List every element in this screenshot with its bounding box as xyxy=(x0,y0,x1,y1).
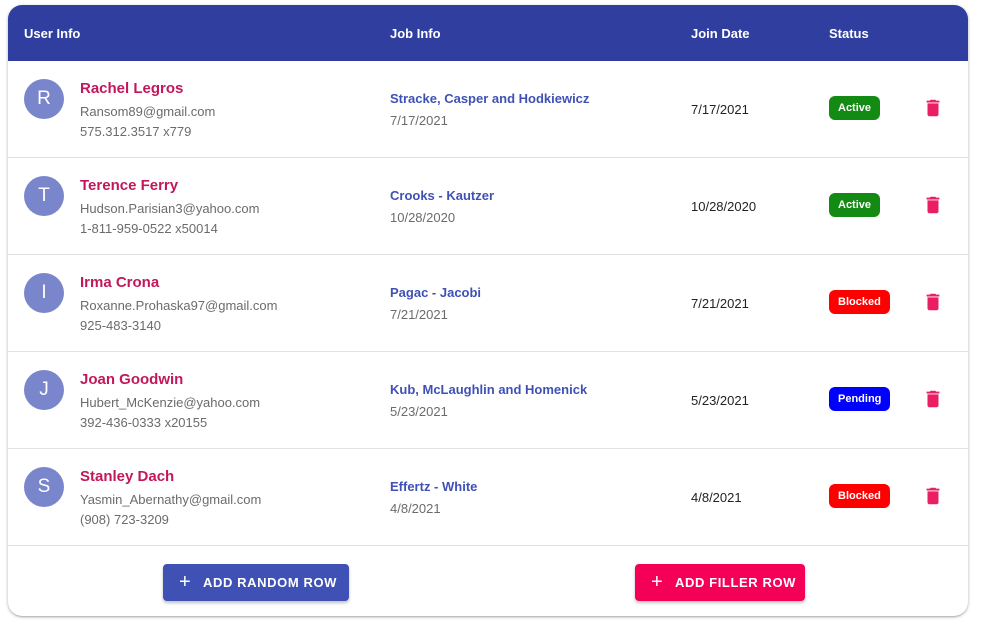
plus-icon: + xyxy=(179,571,192,593)
header-user-info: User Info xyxy=(24,26,81,41)
job-company: Effertz - White xyxy=(390,479,478,494)
status-badge: Blocked xyxy=(829,290,890,314)
user-name: Stanley Dach xyxy=(80,468,175,485)
avatar: I xyxy=(24,273,64,313)
join-date: 4/8/2021 xyxy=(691,490,742,505)
header-job-info: Job Info xyxy=(390,26,441,41)
add-filler-row-label: ADD FILLER ROW xyxy=(675,575,797,590)
user-phone: 925-483-3140 xyxy=(80,318,161,333)
status-badge: Pending xyxy=(829,387,891,411)
job-date: 7/21/2021 xyxy=(390,307,448,322)
user-email: Hubert_McKenzie@yahoo.com xyxy=(80,395,261,410)
avatar: T xyxy=(24,176,64,216)
user-phone: 392-436-0333 x20155 xyxy=(80,415,208,430)
table-footer: + ADD RANDOM ROW + ADD FILLER ROW xyxy=(8,546,968,616)
avatar: J xyxy=(24,370,64,410)
add-random-row-label: ADD RANDOM ROW xyxy=(203,575,338,590)
user-email: Roxanne.Prohaska97@gmail.com xyxy=(80,298,278,313)
job-company: Stracke, Casper and Hodkiewicz xyxy=(390,91,590,106)
join-date: 5/23/2021 xyxy=(691,393,749,408)
header-join-date: Join Date xyxy=(691,26,750,41)
status-badge: Blocked xyxy=(829,484,890,508)
job-company: Pagac - Jacobi xyxy=(390,285,482,300)
join-date: 10/28/2020 xyxy=(691,199,757,214)
avatar: S xyxy=(24,467,64,507)
table-row: S Stanley Dach Yasmin_Abernathy@gmail.co… xyxy=(8,449,968,546)
plus-icon: + xyxy=(651,571,664,593)
user-email: Yasmin_Abernathy@gmail.com xyxy=(80,492,262,507)
avatar: R xyxy=(24,79,64,119)
user-email: Ransom89@gmail.com xyxy=(80,104,216,119)
user-name: Joan Goodwin xyxy=(80,371,184,388)
job-date: 7/17/2021 xyxy=(390,113,448,128)
trash-icon[interactable] xyxy=(922,194,944,216)
users-table-card: User Info Job Info Join Date Status R Ra… xyxy=(8,5,968,616)
user-name: Rachel Legros xyxy=(80,80,184,97)
table-row: T Terence Ferry Hudson.Parisian3@yahoo.c… xyxy=(8,158,968,255)
status-badge: Active xyxy=(829,96,881,120)
user-phone: (908) 723-3209 xyxy=(80,512,169,527)
job-company: Kub, McLaughlin and Homenick xyxy=(390,382,588,397)
join-date: 7/21/2021 xyxy=(691,296,749,311)
table-row: R Rachel Legros Ransom89@gmail.com 575.3… xyxy=(8,61,968,158)
job-date: 5/23/2021 xyxy=(390,404,448,419)
add-filler-row-button[interactable]: + ADD FILLER ROW xyxy=(635,564,805,601)
add-random-row-button[interactable]: + ADD RANDOM ROW xyxy=(163,564,349,601)
status-badge: Active xyxy=(829,193,881,217)
table-header: User Info Job Info Join Date Status xyxy=(8,5,968,61)
user-phone: 575.312.3517 x779 xyxy=(80,124,192,139)
trash-icon[interactable] xyxy=(922,97,944,119)
user-phone: 1-811-959-0522 x50014 xyxy=(80,221,218,236)
table-body: R Rachel Legros Ransom89@gmail.com 575.3… xyxy=(8,61,968,546)
trash-icon[interactable] xyxy=(922,291,944,313)
user-name: Irma Crona xyxy=(80,274,160,291)
join-date: 7/17/2021 xyxy=(691,102,749,117)
job-date: 4/8/2021 xyxy=(390,501,441,516)
table-row: J Joan Goodwin Hubert_McKenzie@yahoo.com… xyxy=(8,352,968,449)
table-row: I Irma Crona Roxanne.Prohaska97@gmail.co… xyxy=(8,255,968,352)
user-email: Hudson.Parisian3@yahoo.com xyxy=(80,201,260,216)
job-company: Crooks - Kautzer xyxy=(390,188,495,203)
trash-icon[interactable] xyxy=(922,485,944,507)
header-status: Status xyxy=(829,26,869,41)
user-name: Terence Ferry xyxy=(80,177,179,194)
trash-icon[interactable] xyxy=(922,388,944,410)
job-date: 10/28/2020 xyxy=(390,210,456,225)
